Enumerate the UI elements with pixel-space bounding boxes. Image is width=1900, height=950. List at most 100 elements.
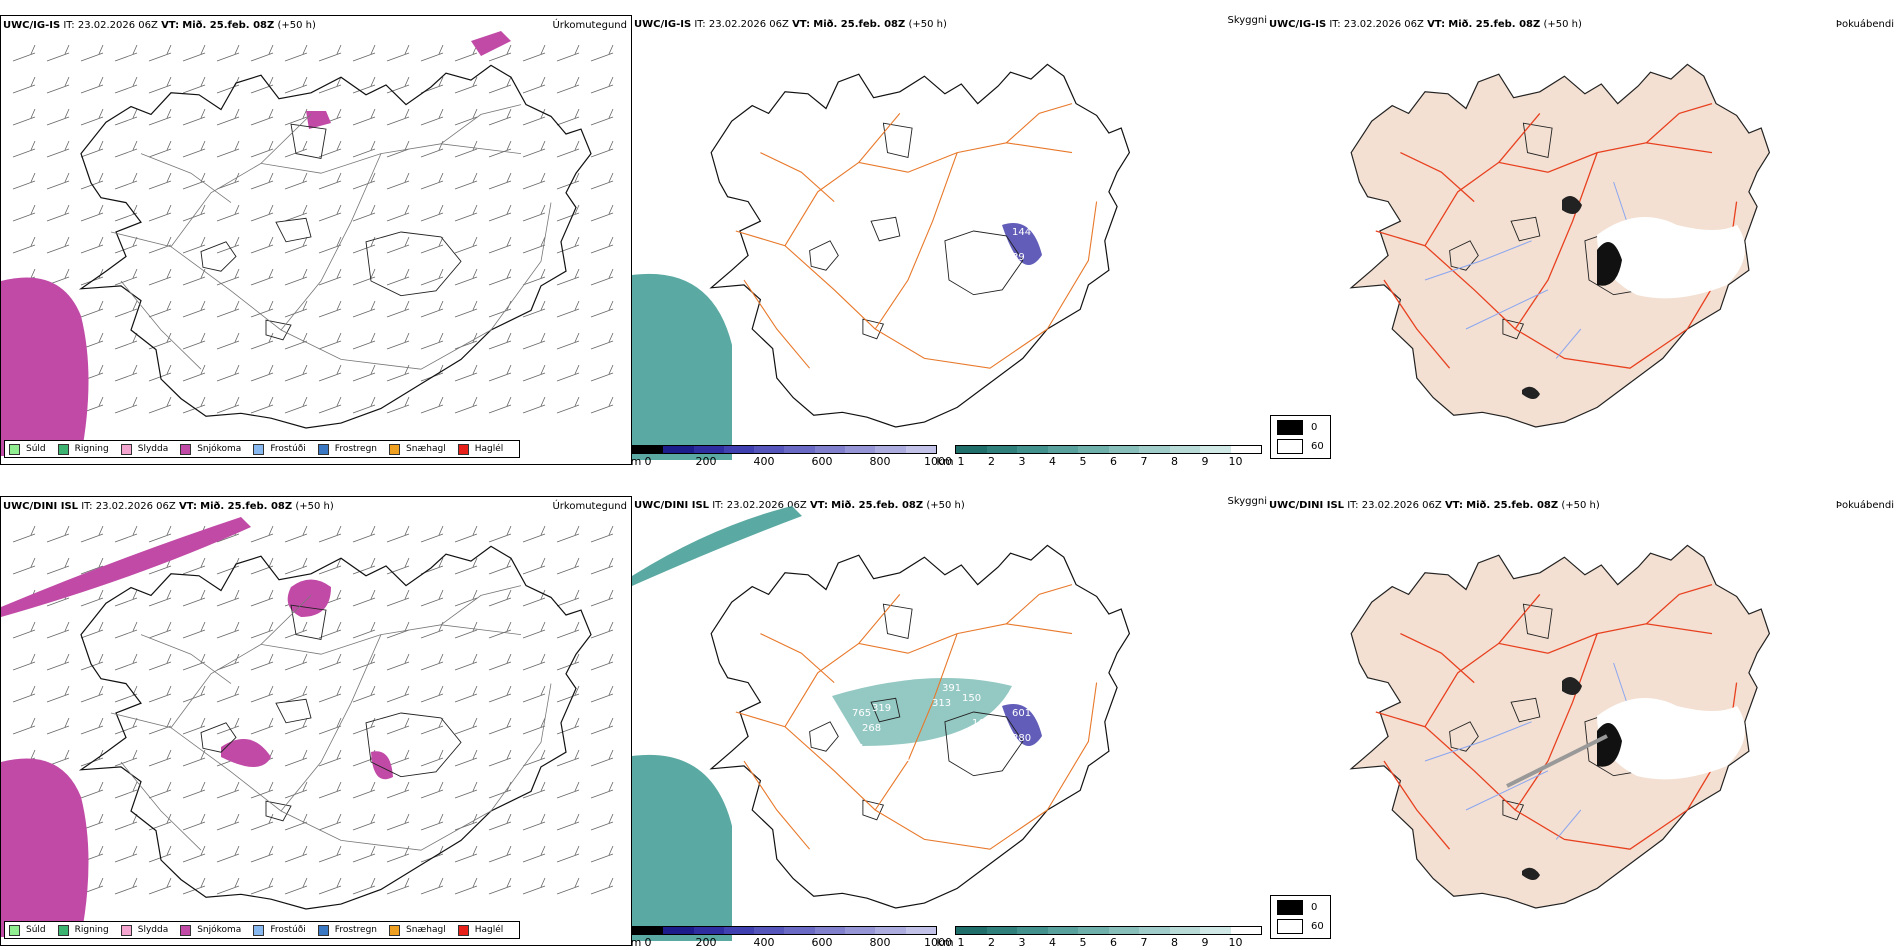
low-visibility-area [632, 506, 802, 586]
wind-barb [148, 44, 172, 62]
visibility-colorbar-swatch [1078, 446, 1109, 453]
wind-barb [420, 236, 444, 254]
wind-barb [488, 140, 512, 158]
wind-barb [590, 44, 614, 62]
wind-barb [318, 268, 342, 286]
wind-barb [420, 653, 444, 671]
wind-barb [522, 236, 546, 254]
precip-title: Úrkomutegund [552, 501, 627, 512]
wind-barb [590, 557, 614, 575]
height-tick: 800 [869, 936, 891, 946]
vt-value: Mið. 25.feb. 08Z [1448, 19, 1541, 30]
road-line [1046, 201, 1098, 330]
panel-header: UWC/IG-IS IT: 23.02.2026 06Z VT: Mið. 25… [1269, 19, 1582, 30]
wind-barb [590, 204, 614, 222]
wind-barb [318, 845, 342, 863]
visibility-colorbar-swatch [986, 927, 1017, 934]
visibility-colorbar-swatch [1047, 446, 1078, 453]
wind-barb [590, 332, 614, 350]
wind-barb [420, 813, 444, 831]
precip-legend-label: Súld [26, 444, 46, 454]
wind-barb [80, 300, 104, 318]
visibility-colorbar-swatches [955, 445, 1262, 454]
glacier-outline [275, 698, 312, 724]
wind-barb [284, 236, 308, 254]
wind-barb [250, 204, 274, 222]
wind-barb [352, 396, 376, 414]
height-colorbar-swatch [784, 446, 815, 453]
wind-barb [352, 685, 376, 703]
visibility-tick: 1 [957, 455, 965, 465]
road-line [1006, 584, 1073, 625]
it-value: 23.02.2026 06Z [77, 20, 158, 31]
wind-barb [318, 236, 342, 254]
precip-legend-label: Slydda [137, 444, 169, 454]
vt-label: VT: [792, 19, 811, 30]
wind-barb [386, 332, 410, 350]
fog-legend-swatch [1277, 900, 1303, 915]
wind-barb [114, 300, 138, 318]
wind-barb [80, 621, 104, 639]
wind-barb [386, 44, 410, 62]
wind-barb [522, 300, 546, 318]
wind-barb [114, 877, 138, 895]
cloud-base-label: 39 [1012, 252, 1025, 263]
wind-barb [216, 717, 240, 735]
wind-barb [522, 653, 546, 671]
wind-barb [420, 204, 444, 222]
height-colorbar-swatches [632, 445, 937, 454]
wind-barb [488, 172, 512, 190]
wind-barb [454, 268, 478, 286]
it-label: IT: [694, 19, 706, 30]
river-line [1424, 240, 1532, 281]
wind-barb [522, 44, 546, 62]
wind-barb [556, 300, 580, 318]
wind-barb [216, 653, 240, 671]
wind-barb [250, 332, 274, 350]
wind-barb [352, 172, 376, 190]
road-line [874, 152, 958, 330]
fog-title: Þokuábendi [1835, 19, 1894, 30]
wind-barb [80, 685, 104, 703]
wind-barb [284, 781, 308, 799]
wind-barb [148, 204, 172, 222]
wind-barb [284, 364, 308, 382]
wind-barb [454, 717, 478, 735]
precip-legend-label: Rigning [74, 925, 109, 935]
glacier-outline [290, 123, 327, 160]
precip-legend-label: Snjókoma [197, 925, 242, 935]
precip-legend-item: Súld [9, 924, 46, 936]
wind-barb [556, 845, 580, 863]
wind-barb [488, 813, 512, 831]
road-line [1514, 152, 1598, 330]
precip-legend-swatch [253, 443, 265, 455]
vt-value: Mið. 25.feb. 08Z [831, 500, 924, 511]
wind-barb [80, 76, 104, 94]
height-colorbar-swatch [814, 927, 846, 934]
visibility-tick: 6 [1110, 936, 1117, 946]
wind-barb [420, 525, 444, 543]
wind-barb [352, 557, 376, 575]
wind-barb [182, 653, 206, 671]
wind-barb [284, 172, 308, 190]
wind-barb [182, 332, 206, 350]
wind-barb [318, 749, 342, 767]
vt-value: Mið. 25.feb. 08Z [200, 501, 293, 512]
precip-legend-item: Snæhagl [389, 924, 446, 936]
wind-barb [182, 300, 206, 318]
precip-legend: Súld Rigning Slydda Snjókoma Frostúði Frostre… [4, 921, 521, 939]
model-name: UWC/DINI ISL [634, 500, 710, 511]
low-visibility-area [632, 273, 732, 460]
wind-barb [590, 717, 614, 735]
precip-legend-item: Snjókoma [180, 443, 241, 455]
model-name: UWC/DINI ISL [3, 501, 79, 512]
visibility-colorbar: km 1 2 3 4 5 6 7 8 9 10 [936, 445, 1262, 465]
visibility-map: 102 144 39 41 [632, 63, 1131, 460]
panel-header: UWC/IG-IS IT: 23.02.2026 06Z VT: Mið. 25… [3, 20, 316, 31]
precip-legend-swatch [457, 443, 469, 455]
iceland-coastline [1349, 63, 1771, 428]
it-label: IT: [712, 500, 724, 511]
cloud-base-label: 41 [932, 367, 945, 378]
wind-barb [556, 877, 580, 895]
wind-barb [46, 140, 70, 158]
